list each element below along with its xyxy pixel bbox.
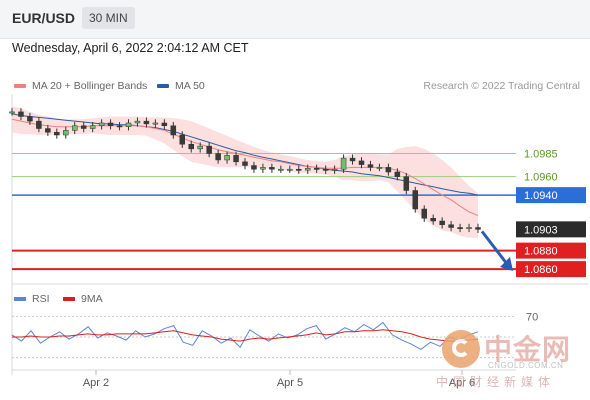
ma50-swatch [157,84,169,89]
rsi-swatch [14,297,26,302]
candle-body [125,122,132,127]
candle-body [466,227,472,229]
candle-body [98,122,105,126]
watermark-sub: 中国财经新媒体 [436,375,556,389]
legend-ma20: MA 20 + Bollinger Bands [14,80,147,92]
candle-body [89,125,96,129]
level-label-1.0960: 1.0960 [524,172,558,184]
ma50-line [11,113,479,196]
candle-body [394,171,401,177]
ma20-swatch [14,84,26,89]
candle-body [63,130,69,136]
candle-body [36,120,42,129]
candle-body [143,120,150,125]
candle-body [9,111,15,114]
candle-body [475,227,481,230]
candle-body [80,125,87,129]
candle-body [233,155,239,163]
legend-ma20-label: MA 20 + Bollinger Bands [32,80,148,92]
forecast-arrow-shaft [480,230,509,265]
legend-rsi-ma-label: 9MA [81,293,103,305]
legend-ma50: MA 50 [157,80,205,92]
symbol-label: EUR/USD [12,10,76,26]
candle-body [242,161,248,166]
watermark: 中金网 CNGOLD.COM.CN 中国财经新媒体 [436,330,590,394]
level-label-1.0940: 1.0940 [524,190,558,202]
candle-body [296,168,302,171]
candle-body [313,168,320,170]
candle-body [376,167,383,169]
candle-body [412,190,419,210]
legend-rsi: RSI [14,293,50,305]
level-label-1.0860: 1.0860 [524,264,558,276]
candle-body [269,167,275,170]
x-tick-label: Apr 2 [83,377,109,389]
level-tag-1.0903 [516,221,586,238]
ma20-line [11,118,479,216]
candle-body [457,227,463,229]
candle-body [18,111,24,117]
credit-text: Research © 2022 Trading Central [423,80,580,92]
candle-body [287,168,293,171]
candle-body [215,153,221,161]
candle-body [260,167,266,170]
x-tick-label: Apr 6 [449,377,475,389]
level-tag-1.0880 [516,242,586,259]
legend-rsi-ma: 9MA [63,293,103,305]
candle-body [170,125,177,136]
candle-body [179,134,186,145]
candle-body [358,160,365,165]
rsi-line [11,321,479,350]
level-tag-1.0940 [516,187,586,204]
level-tag-1.0860 [516,261,586,278]
candle-body [45,128,51,133]
timestamp: Wednesday, April 6, 2022 2:04:12 AM CET [12,41,249,55]
legend-ma50-label: MA 50 [175,80,205,92]
candle-body [430,218,436,222]
watermark-url: CNGOLD.COM.CN [488,361,564,370]
candle-body [349,157,356,162]
candle-body [197,145,203,150]
candle-body [421,208,427,219]
level-label-1.0880: 1.0880 [524,246,558,258]
rsi-ma-line [12,329,479,342]
candle-body [188,144,194,150]
candle-body [448,224,454,228]
candle-body [224,155,230,161]
candle-body [367,164,374,168]
candle-body [116,125,123,128]
candle-body [251,165,257,170]
candle-body [403,176,410,191]
rsi-tick-70: 70 [526,311,538,323]
candle-body [161,122,168,126]
forecast-arrow-head [500,256,513,271]
candle-body [27,116,33,122]
candle-body [322,168,329,171]
candle-body [385,167,392,173]
interval-button[interactable]: 30 MIN [82,7,135,29]
watermark-text: 中金网 [484,333,572,366]
candle-body [278,168,284,171]
watermark-logo-icon [442,330,480,368]
candle-body [340,157,347,170]
x-tick-label: Apr 5 [277,377,303,389]
candle-body [304,168,311,171]
level-label-1.0985: 1.0985 [524,149,558,161]
candle-body [71,125,78,131]
legend-rsi-label: RSI [32,293,50,305]
candle-body [439,220,445,225]
rsi-ma-swatch [63,297,75,302]
chart-header: EUR/USD 30 MIN [0,0,590,39]
candle-body [152,122,159,125]
candle-body [331,168,338,171]
candle-body [54,131,60,136]
candle-body [134,120,141,124]
candle-body [206,145,212,154]
level-label-1.0903: 1.0903 [524,224,558,236]
candle-body [107,122,114,126]
